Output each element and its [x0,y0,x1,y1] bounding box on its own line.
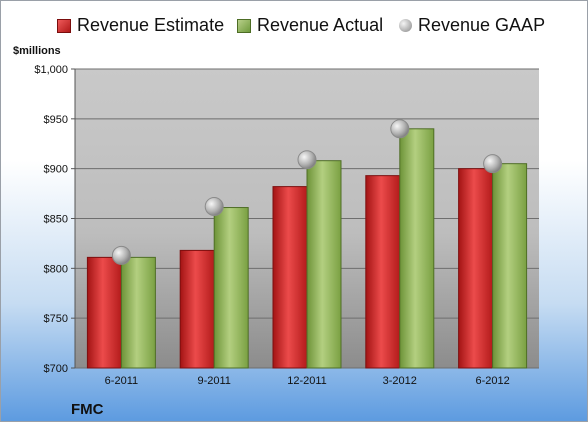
y-axis: $700 $750 $800 $850 $900 $950 $1,000 [34,64,75,375]
x-axis: 6-2011 9-2011 12-2011 3-2012 6-2012 [105,375,510,387]
x-tick-label: 9-2011 [197,375,230,387]
bar-revenue-estimate [86,256,122,369]
gaap-marker [297,150,317,170]
bar-revenue-actual [120,256,156,369]
bar-revenue-actual [306,160,342,369]
x-tick-label: 3-2012 [383,375,417,387]
legend-swatch-revenue-gaap [399,19,412,32]
y-tick-label: $700 [44,363,68,375]
gaap-marker [390,119,410,139]
y-tick-label: $950 [44,114,68,126]
bar-revenue-estimate [365,175,401,369]
legend-item-revenue-actual: Revenue Actual [237,15,383,36]
y-tick-label: $900 [44,164,68,176]
legend-swatch-revenue-actual [237,18,251,33]
legend-label-revenue-actual: Revenue Actual [257,15,384,35]
bar-revenue-estimate [458,168,494,369]
y-axis-unit-label: $millions [13,45,61,57]
y-tick-label: $850 [44,214,68,226]
legend-label-revenue-gaap: Revenue GAAP [418,15,546,35]
legend-label-revenue-estimate: Revenue Estimate [77,15,225,35]
x-tick-label: 6-2012 [475,375,509,387]
x-tick-label: 12-2011 [287,375,327,387]
bars [86,128,528,369]
legend-item-revenue-gaap: Revenue GAAP [399,15,545,36]
y-tick-label: $1,000 [34,64,68,76]
gaap-markers [111,119,503,265]
bar-revenue-estimate [272,186,308,369]
gaap-marker [483,154,503,174]
company-label: FMC [71,401,104,418]
bar-revenue-actual [492,163,528,369]
bar-revenue-actual [213,207,249,369]
bar-revenue-actual [399,128,435,369]
legend: Revenue Estimate Revenue Actual Revenue … [1,15,587,43]
legend-item-revenue-estimate: Revenue Estimate [57,15,224,36]
x-tick-label: 6-2011 [105,375,138,387]
legend-swatch-revenue-estimate [57,18,71,33]
gaap-marker [111,245,131,265]
y-tick-label: $800 [44,263,68,275]
gaap-marker [204,197,224,217]
bar-revenue-estimate [179,249,215,369]
y-tick-label: $750 [44,313,68,325]
